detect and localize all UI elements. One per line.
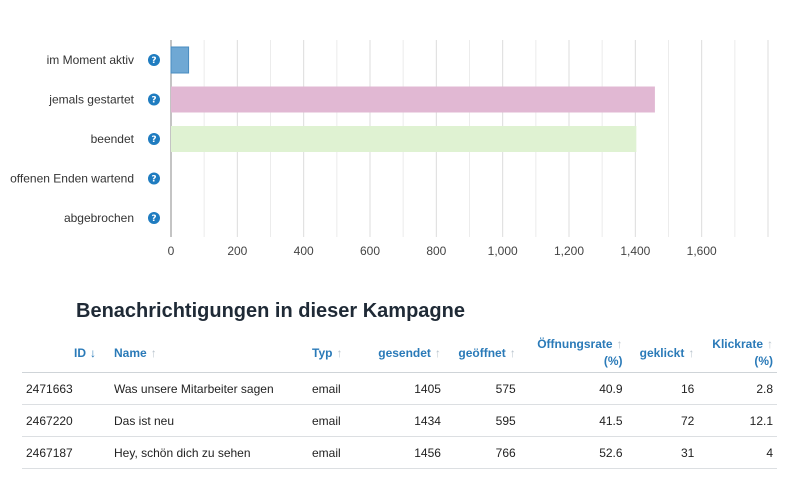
column-header-klickrate[interactable]: Klickrate ↑ (%) — [698, 334, 777, 373]
section-title: Benachrichtigungen in dieser Kampagne — [76, 300, 465, 322]
bar-1 — [170, 46, 190, 74]
table-row: 2467187 Hey, schön dich zu sehen email 1… — [22, 436, 777, 469]
cell-id: 2467187 — [22, 436, 100, 469]
category-label: abgebrochen — [64, 211, 134, 225]
column-header-typ[interactable]: Typ ↑ — [308, 334, 364, 373]
bar-3 — [171, 126, 637, 152]
category-label: offenen Enden wartend — [10, 172, 134, 186]
x-tick-label: 800 — [426, 244, 446, 258]
cell-oeffnungsrate[interactable]: 41.5 — [519, 404, 627, 437]
column-header-label: Klickrate — [712, 337, 763, 351]
help-icon — [148, 172, 160, 185]
x-tick-label: 400 — [294, 244, 314, 258]
category-label: im Moment aktiv — [47, 53, 134, 67]
cell-typ: email — [308, 372, 364, 405]
notification-name-link[interactable]: Das ist neu — [100, 404, 308, 437]
column-header-oeffnungsrate[interactable]: Öffnungsrate ↑ (%) — [519, 334, 627, 373]
notification-name-link[interactable]: Hey, schön dich zu sehen — [100, 436, 308, 469]
cell-geoeffnet[interactable]: 766 — [444, 436, 520, 469]
column-header-gesendet[interactable]: gesendet ↑ — [364, 334, 445, 373]
x-tick-label: 600 — [360, 244, 380, 258]
notifications-table: ID ↓ Name ↑ Typ ↑ gesendet ↑ geöffnet ↑ Öffnu… — [22, 334, 777, 469]
x-tick-label: 1,600 — [687, 244, 717, 258]
cell-typ: email — [308, 436, 364, 469]
sort-icon: ↑ — [150, 345, 157, 360]
sort-icon: ↑ — [434, 345, 441, 360]
category-label: beendet — [91, 132, 135, 146]
help-icon-glyph: ? — [151, 135, 156, 145]
sort-icon: ↑ — [688, 345, 695, 360]
help-icon — [148, 212, 160, 224]
sort-icon: ↑ — [616, 337, 623, 351]
cell-geklickt[interactable]: 72 — [626, 404, 699, 437]
column-header-geklickt[interactable]: geklickt ↑ — [626, 334, 699, 373]
cell-gesendet[interactable]: 1405 — [364, 372, 445, 405]
x-tick-label: 0 — [168, 244, 175, 258]
column-header-geoeffnet[interactable]: geöffnet ↑ — [444, 334, 520, 373]
cell-geklickt[interactable]: 31 — [626, 436, 699, 469]
x-tick-label: 200 — [227, 244, 247, 258]
column-header-label: gesendet — [378, 345, 431, 360]
column-header-unit: (%) — [754, 354, 773, 368]
column-header-label: geöffnet — [458, 345, 506, 360]
cell-klickrate[interactable]: 4 — [698, 436, 777, 469]
table-row: 2471663 Was unsere Mitarbeiter sagen ema… — [22, 372, 777, 405]
cell-geoeffnet[interactable]: 595 — [444, 404, 520, 437]
cell-oeffnungsrate[interactable]: 40.9 — [519, 372, 627, 405]
sort-icon: ↑ — [509, 345, 516, 360]
column-header-label: Typ — [312, 345, 333, 360]
help-icon — [148, 54, 160, 66]
cell-klickrate[interactable]: 12.1 — [698, 404, 777, 437]
help-icon-glyph: ? — [151, 56, 156, 66]
sort-icon: ↑ — [767, 337, 773, 351]
help-icon-glyph: ? — [151, 96, 156, 106]
cell-gesendet[interactable]: 1434 — [364, 404, 445, 437]
table-row: 2467220 Das ist neu email 1434 595 41.5 … — [22, 404, 777, 437]
column-header-label: geklickt — [639, 345, 685, 360]
cell-typ: email — [308, 404, 364, 437]
x-tick-label: 1,200 — [554, 244, 584, 258]
column-header-name[interactable]: Name ↑ — [100, 334, 308, 373]
x-tick-label: 1,000 — [488, 244, 518, 258]
cell-id: 2471663 — [22, 372, 100, 405]
cell-oeffnungsrate[interactable]: 52.6 — [519, 436, 627, 469]
table-header-row: ID ↓ Name ↑ Typ ↑ gesendet ↑ geöffnet ↑ Öffnu… — [22, 334, 777, 373]
help-icon-glyph: ? — [151, 214, 156, 224]
column-header-label: Öffnungsrate — [537, 337, 613, 351]
help-icon-glyph: ? — [151, 175, 156, 185]
sort-icon: ↑ — [336, 345, 343, 360]
status-bar-chart: im Moment aktiv ? jemals gestartet ? beendet… — [10, 40, 769, 258]
notification-name-link[interactable]: Was unsere Mitarbeiter sagen — [100, 372, 308, 405]
column-header-label: Name — [114, 345, 147, 360]
category-label: jemals gestartet — [48, 93, 134, 107]
x-tick-label: 1,400 — [620, 244, 650, 258]
cell-gesendet[interactable]: 1456 — [364, 436, 445, 469]
cell-geoeffnet[interactable]: 575 — [444, 372, 520, 405]
column-header-unit: (%) — [603, 354, 623, 368]
cell-klickrate[interactable]: 2.8 — [698, 372, 777, 405]
cell-geklickt[interactable]: 16 — [626, 372, 699, 405]
help-icon — [148, 133, 160, 145]
sort-desc-icon: ↓ — [90, 345, 96, 360]
help-icon — [148, 93, 160, 106]
column-header-id[interactable]: ID ↓ — [22, 334, 100, 373]
column-header-label: ID — [74, 345, 86, 360]
cell-id: 2467220 — [22, 404, 100, 437]
bar-2 — [171, 86, 655, 113]
